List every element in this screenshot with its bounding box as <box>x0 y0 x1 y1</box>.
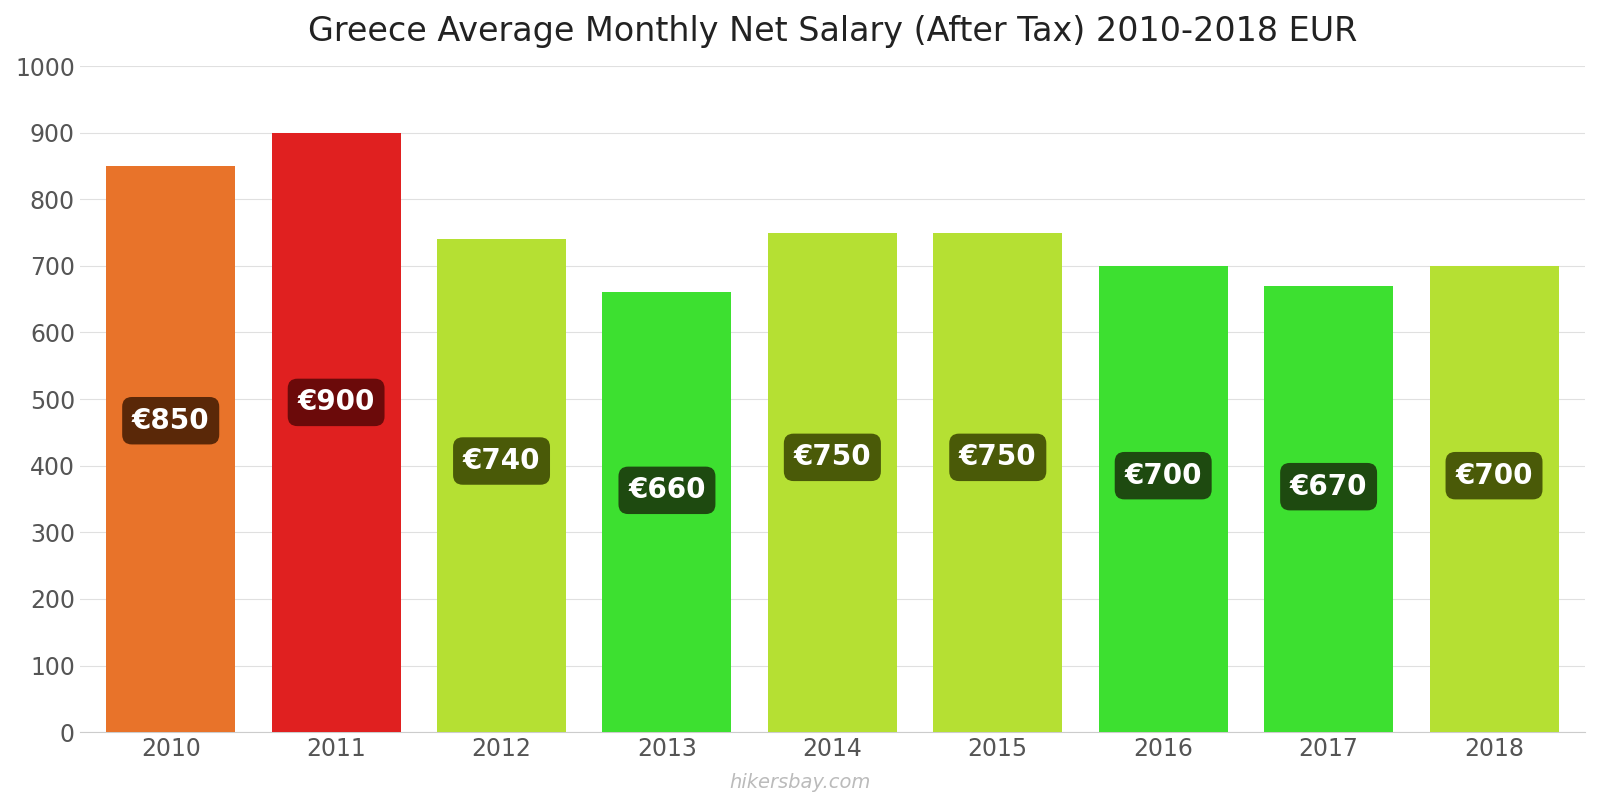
Bar <box>437 239 566 732</box>
Text: hikersbay.com: hikersbay.com <box>730 773 870 792</box>
Bar <box>603 293 731 732</box>
Bar <box>272 133 400 732</box>
Text: €750: €750 <box>958 443 1037 471</box>
Bar <box>1099 266 1227 732</box>
Bar <box>1264 286 1394 732</box>
Text: €750: €750 <box>794 443 870 471</box>
Text: €700: €700 <box>1456 462 1533 490</box>
Bar <box>1429 266 1558 732</box>
Text: €740: €740 <box>462 447 541 475</box>
Text: €850: €850 <box>131 406 210 434</box>
Bar <box>933 233 1062 732</box>
Text: €670: €670 <box>1290 473 1368 501</box>
Text: €700: €700 <box>1125 462 1202 490</box>
Title: Greece Average Monthly Net Salary (After Tax) 2010-2018 EUR: Greece Average Monthly Net Salary (After… <box>307 15 1357 48</box>
Text: €900: €900 <box>298 389 374 417</box>
Bar <box>768 233 898 732</box>
Bar <box>106 166 235 732</box>
Text: €660: €660 <box>629 476 706 504</box>
